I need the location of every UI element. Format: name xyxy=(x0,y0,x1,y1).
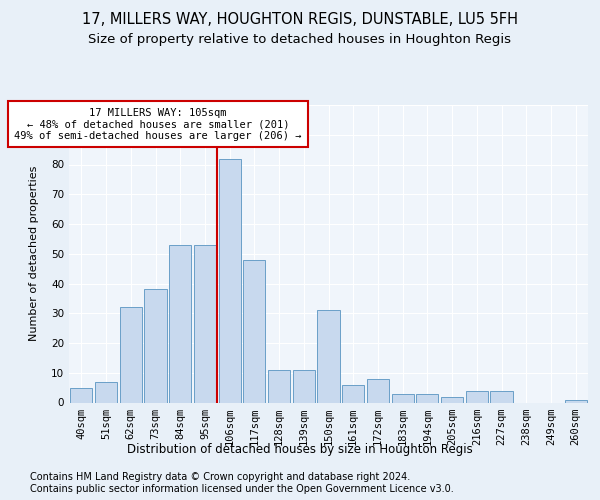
Bar xyxy=(466,390,488,402)
Bar xyxy=(268,370,290,402)
Text: Contains HM Land Registry data © Crown copyright and database right 2024.: Contains HM Land Registry data © Crown c… xyxy=(30,472,410,482)
Bar xyxy=(95,382,117,402)
Bar xyxy=(119,308,142,402)
Bar xyxy=(243,260,265,402)
Text: Distribution of detached houses by size in Houghton Regis: Distribution of detached houses by size … xyxy=(127,442,473,456)
Text: 17, MILLERS WAY, HOUGHTON REGIS, DUNSTABLE, LU5 5FH: 17, MILLERS WAY, HOUGHTON REGIS, DUNSTAB… xyxy=(82,12,518,28)
Bar xyxy=(367,378,389,402)
Bar xyxy=(342,384,364,402)
Bar xyxy=(218,158,241,402)
Bar xyxy=(169,245,191,402)
Bar xyxy=(392,394,414,402)
Bar xyxy=(441,396,463,402)
Text: 17 MILLERS WAY: 105sqm
← 48% of detached houses are smaller (201)
49% of semi-de: 17 MILLERS WAY: 105sqm ← 48% of detached… xyxy=(14,108,302,141)
Bar xyxy=(416,394,439,402)
Y-axis label: Number of detached properties: Number of detached properties xyxy=(29,166,39,342)
Text: Contains public sector information licensed under the Open Government Licence v3: Contains public sector information licen… xyxy=(30,484,454,494)
Bar xyxy=(565,400,587,402)
Bar xyxy=(490,390,512,402)
Bar xyxy=(317,310,340,402)
Bar xyxy=(194,245,216,402)
Bar xyxy=(293,370,315,402)
Bar xyxy=(145,290,167,403)
Bar xyxy=(70,388,92,402)
Text: Size of property relative to detached houses in Houghton Regis: Size of property relative to detached ho… xyxy=(89,32,511,46)
